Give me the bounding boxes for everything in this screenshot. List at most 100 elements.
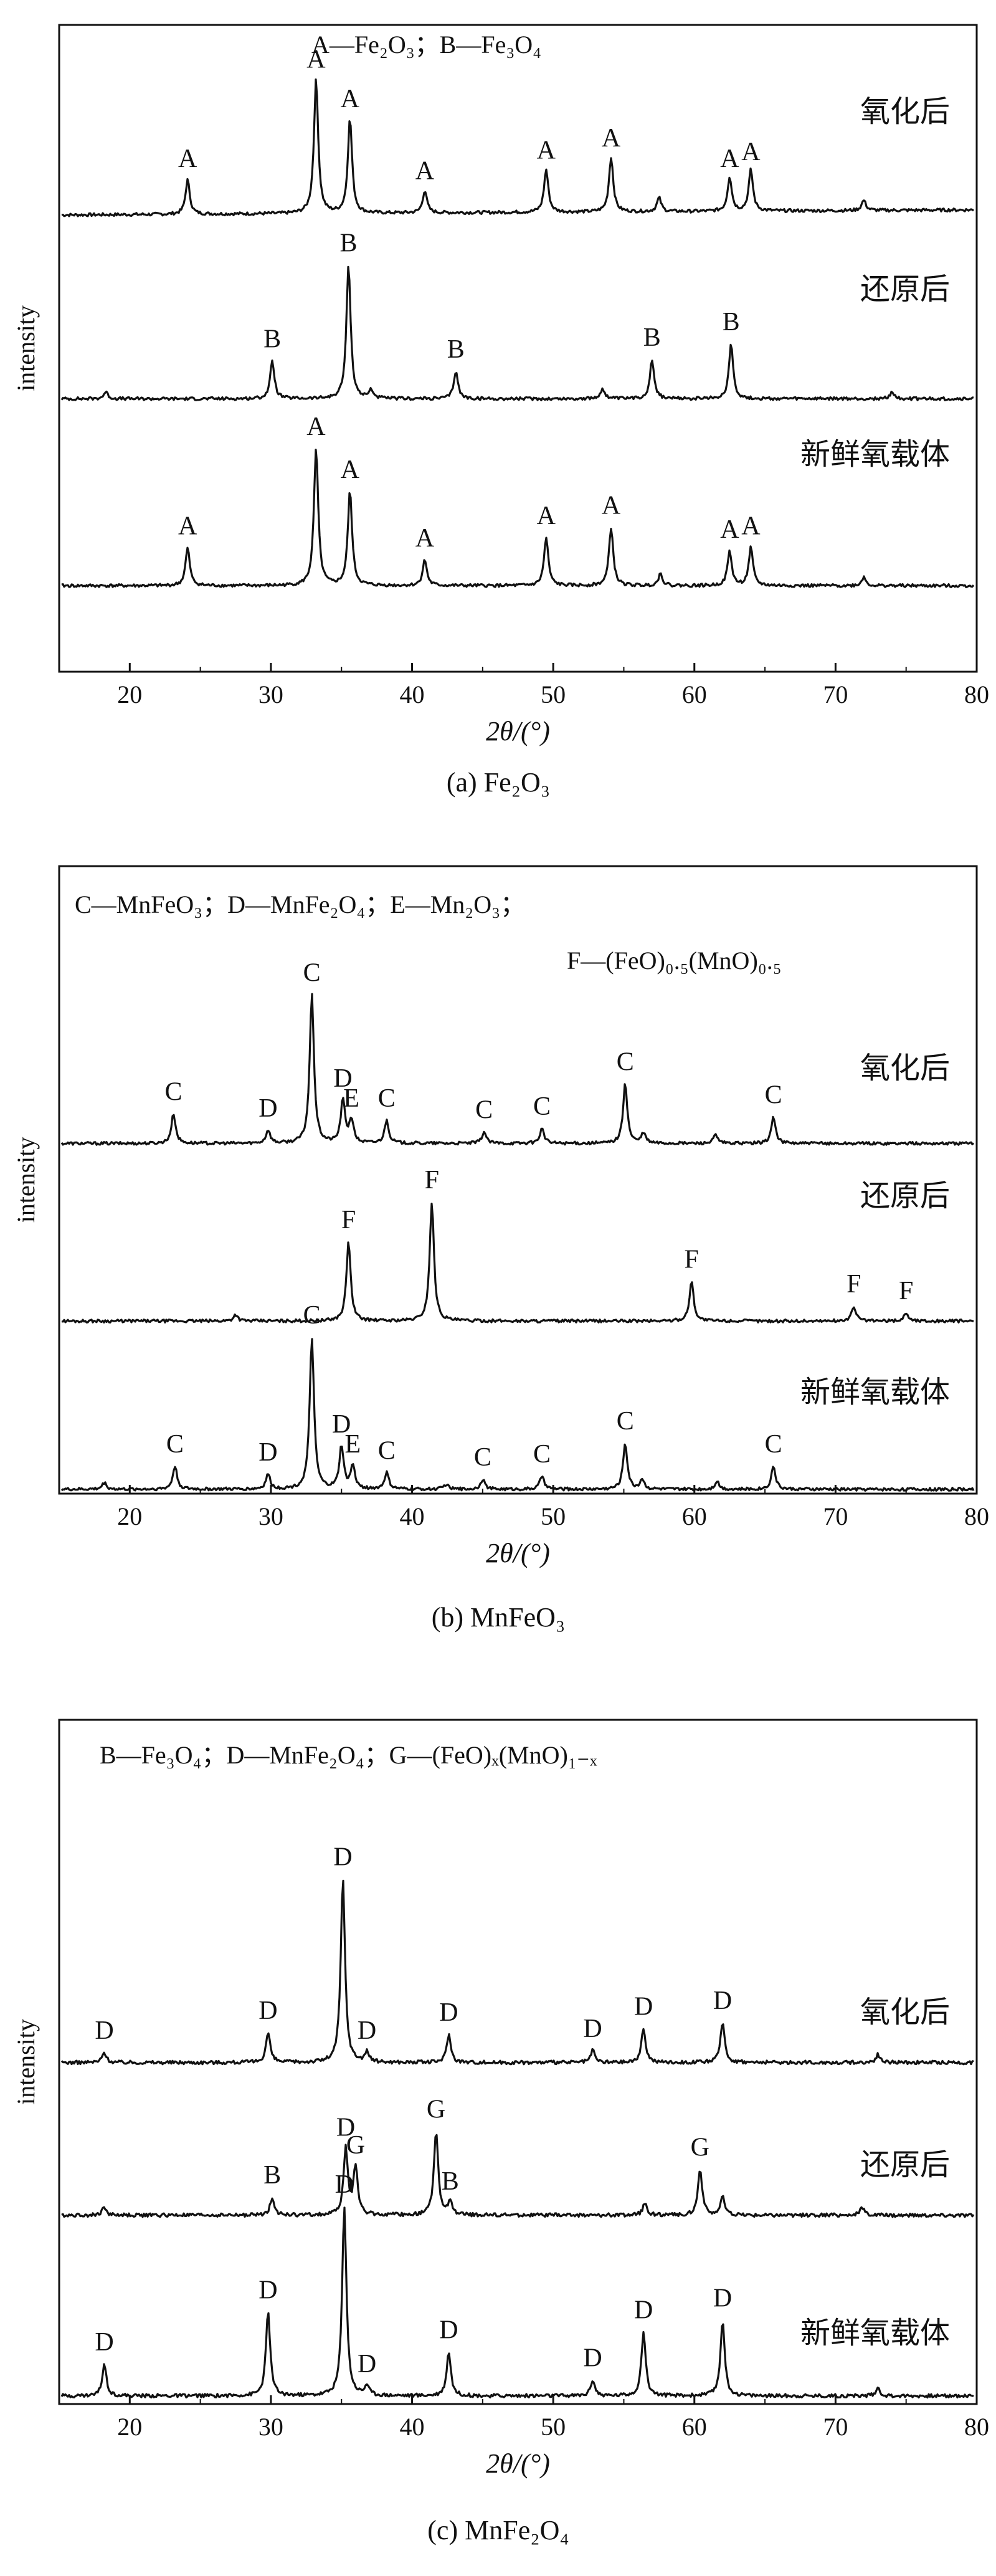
legend-text: A—Fe₂O₃；B—Fe₃O₄	[311, 31, 541, 59]
x-tick-label: 70	[823, 2413, 848, 2441]
peak-label: C	[765, 1081, 782, 1110]
peak-label: C	[303, 1301, 321, 1330]
peak-label: D	[258, 1438, 277, 1467]
peak-label: C	[166, 1430, 184, 1459]
peak-label: A	[602, 492, 621, 520]
peak-label: A	[741, 138, 761, 166]
x-tick-label: 50	[541, 1502, 566, 1530]
series-trace	[60, 2206, 974, 2399]
peak-label: C	[533, 1440, 551, 1469]
peak-label: B	[340, 229, 358, 258]
peak-label: D	[335, 2170, 354, 2199]
legend-text: B—Fe₃O₄；D—MnFe₂O₄；G—(FeO)ₓ(MnO)₁₋ₓ	[100, 1741, 597, 1769]
panel-caption: (b) MnFeO₃	[432, 1602, 566, 1633]
peak-label: G	[427, 2096, 445, 2124]
peak-label: E	[343, 1084, 359, 1113]
x-tick-label: 30	[258, 2413, 283, 2441]
x-tick-label: 50	[541, 2413, 566, 2441]
legend-text: C—MnFeO₃；D—MnFe₂O₄；E—Mn₂O₃；	[75, 890, 525, 918]
peak-label: C	[617, 1048, 634, 1077]
peak-label: A	[537, 136, 556, 165]
x-tick-label: 40	[400, 1502, 425, 1530]
peak-label: F	[685, 1245, 699, 1274]
panel-c: 20 30 40 50 60 70 80 2θ/(°) intensity B—Fe₃O₄；D—M…	[12, 1719, 989, 2545]
panel-caption: (c) MnFe₂O₄	[427, 2515, 569, 2545]
peak-label: D	[332, 1410, 351, 1439]
peak-label: C	[474, 1443, 491, 1472]
peak-label: D	[713, 1987, 732, 2015]
x-tick-label: 30	[258, 680, 283, 708]
peak-label: A	[415, 156, 435, 185]
plot-frame	[58, 24, 978, 673]
peak-label: D	[358, 2016, 376, 2045]
series-trace	[61, 2134, 975, 2218]
peak-label: G	[346, 2131, 365, 2160]
x-tick-label: 20	[117, 1502, 142, 1530]
peak-label: C	[378, 1437, 396, 1466]
series-label: 氧化后	[860, 1051, 950, 1085]
peak-label: E	[345, 1430, 361, 1459]
panel-b: 20 30 40 50 60 70 80 2θ/(°) intensity C—MnFeO₃；D—…	[12, 865, 989, 1633]
peak-label: F	[341, 1206, 356, 1234]
peak-label: G	[691, 2133, 709, 2162]
series-label: 新鲜氧载体	[800, 2316, 950, 2350]
x-tick-label: 60	[682, 680, 707, 708]
y-axis-label: intensity	[12, 1137, 40, 1223]
x-tick-label: 60	[682, 2413, 707, 2441]
series-label: 氧化后	[860, 1995, 950, 2030]
peak-label: D	[583, 2015, 602, 2043]
peak-label: A	[178, 512, 197, 541]
y-axis-label: intensity	[12, 2019, 40, 2105]
peak-label: A	[415, 524, 435, 553]
series-trace	[61, 1203, 974, 1324]
peak-label: D	[439, 2316, 458, 2345]
series-trace	[60, 1338, 975, 1492]
panel-a: 20 30 40 50 60 70 80 2θ/(°) intensity A—Fe₂O₃；B—F…	[12, 24, 989, 798]
peak-label: A	[306, 413, 326, 441]
series-label: 氧化后	[860, 94, 950, 129]
peak-label: F	[425, 1166, 439, 1195]
x-tick-label: 50	[541, 680, 566, 708]
peak-label: D	[713, 2284, 732, 2312]
x-tick-label: 20	[117, 2413, 142, 2441]
peak-label: C	[533, 1092, 551, 1121]
peak-label: D	[634, 1993, 653, 2021]
x-tick-label: 40	[400, 2413, 425, 2441]
peak-label: D	[358, 2350, 376, 2378]
legend-text-2: F—(FeO)₀.₅(MnO)₀.₅	[567, 947, 782, 975]
peak-label: A	[341, 456, 360, 484]
x-tick-label: 60	[682, 1502, 707, 1530]
peak-label: D	[95, 2328, 113, 2357]
x-tick-label: 80	[964, 2413, 989, 2441]
peak-label: C	[765, 1430, 782, 1459]
x-tick-label: 70	[823, 1502, 848, 1530]
series-label: 还原后	[860, 272, 950, 307]
series-label: 还原后	[860, 2147, 950, 2182]
series-trace	[61, 78, 974, 217]
y-axis-label: intensity	[12, 305, 40, 391]
series-trace	[60, 993, 975, 1146]
x-tick-label: 40	[400, 680, 425, 708]
plot-frame	[58, 865, 978, 1495]
peak-label: A	[741, 512, 761, 541]
series-trace	[60, 265, 974, 401]
peak-label: C	[475, 1095, 493, 1124]
plot-frame	[58, 1719, 978, 2405]
x-tick-label: 80	[964, 680, 989, 708]
peak-label: D	[258, 1996, 277, 2025]
peak-label: F	[899, 1277, 913, 1305]
peak-label: A	[537, 502, 556, 530]
peak-label: A	[602, 124, 621, 153]
peak-label: C	[617, 1407, 634, 1436]
x-tick-label: 30	[258, 1502, 283, 1530]
peak-label: B	[442, 2167, 459, 2196]
peak-label: C	[165, 1077, 183, 1106]
panel-caption: (a) Fe₂O₃	[447, 767, 550, 798]
peak-label: B	[643, 323, 661, 352]
x-tick-label: 20	[117, 680, 142, 708]
peak-label: A	[341, 85, 360, 113]
peak-label: B	[447, 335, 465, 364]
peak-label: A	[720, 515, 739, 544]
peak-label: D	[333, 1064, 352, 1093]
peak-label: D	[583, 2344, 602, 2372]
